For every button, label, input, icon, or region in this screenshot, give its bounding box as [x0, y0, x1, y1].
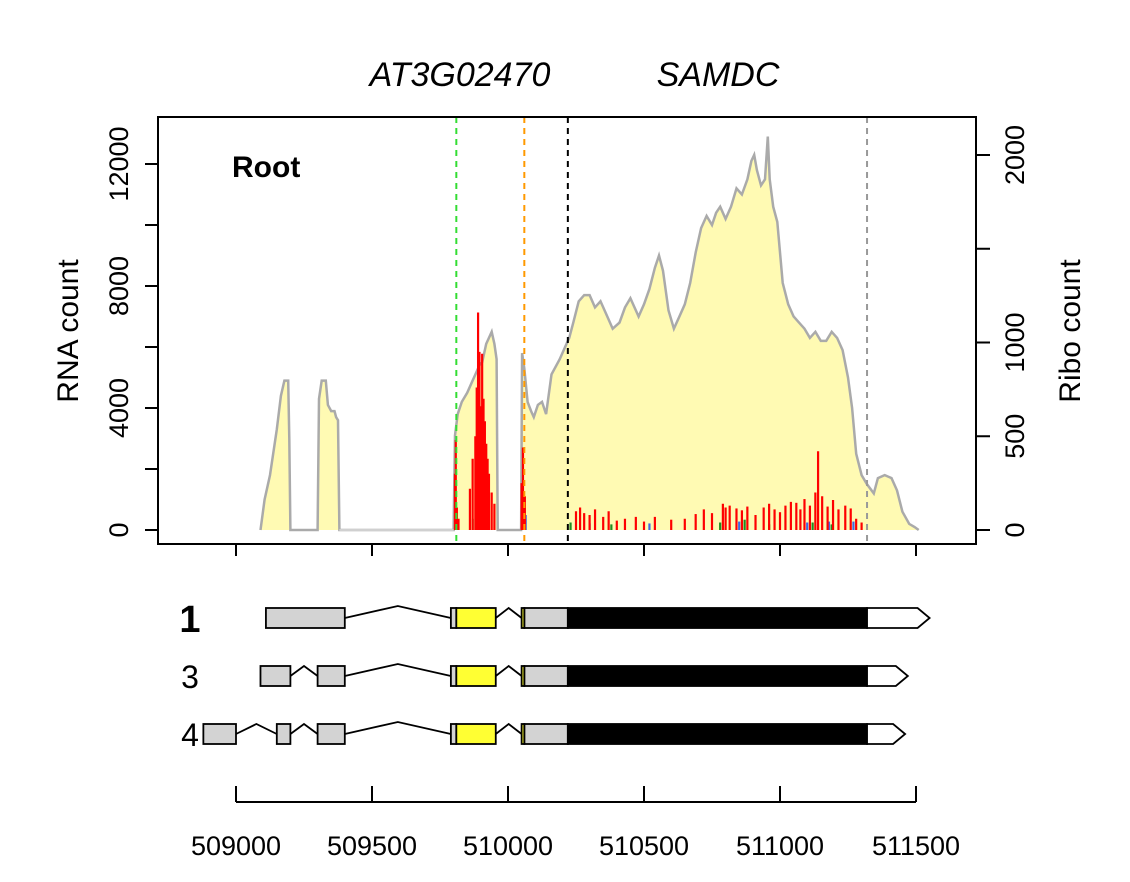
transcript-4: 4 — [181, 717, 907, 753]
bottom-tick-label: 509000 — [191, 831, 281, 861]
three-utr-arrow — [866, 723, 907, 745]
left-axis-label: RNA count — [52, 259, 85, 403]
bottom-tick-label: 511500 — [872, 831, 960, 861]
transcript-models: 1 3 4 — [179, 599, 932, 753]
intron-line — [344, 605, 452, 619]
bottom-tick-label: 509500 — [327, 831, 417, 861]
three-utr-arrow — [866, 665, 910, 687]
utr-exon — [265, 607, 346, 629]
transcript-1: 1 — [179, 599, 932, 641]
uorf-block — [455, 723, 497, 745]
utr-exon — [275, 723, 292, 745]
ribo-reads-layer — [453, 312, 863, 530]
bottom-tick-label: 510500 — [599, 831, 689, 861]
intron-line — [495, 722, 523, 735]
uorf-block — [520, 665, 526, 687]
transcript-label: 3 — [181, 659, 199, 695]
left-tick-label: 8000 — [104, 256, 134, 316]
right-tick-label: 1000 — [1000, 312, 1030, 372]
uorf-block — [520, 607, 526, 629]
genomic-x-axis: 509000 509500 510000 510500 511000 511500 — [191, 786, 960, 861]
intron-line — [344, 663, 452, 677]
vertical-markers-layer — [455, 117, 869, 544]
cds-block — [566, 723, 868, 745]
left-tick-label: 4000 — [104, 378, 134, 438]
intron-line — [495, 664, 523, 677]
right-y-axis: 0 500 1000 2000 — [975, 125, 1030, 538]
utr-exon — [316, 665, 346, 687]
three-utr-arrow — [866, 607, 932, 629]
intron-line — [289, 664, 319, 677]
tissue-label: Root — [232, 151, 300, 184]
cds-block — [566, 607, 868, 629]
right-tick-label: 2000 — [1000, 125, 1030, 185]
bottom-tick-label: 511000 — [736, 831, 824, 861]
gene-id-title: AT3G02470 — [368, 56, 551, 94]
right-tick-label: 0 — [1000, 522, 1030, 537]
utr-exon — [523, 665, 569, 687]
plot-x-ticks — [235, 544, 917, 556]
left-tick-label: 0 — [104, 522, 134, 537]
utr-exon — [523, 607, 569, 629]
intron-line — [289, 722, 319, 735]
uorf-block — [455, 665, 497, 687]
intron-line — [495, 606, 523, 619]
utr-exon — [259, 665, 292, 687]
left-tick-label: 12000 — [104, 126, 134, 201]
intron-line — [235, 722, 278, 735]
right-axis-label: Ribo count — [1054, 259, 1087, 403]
utr-exon — [523, 723, 569, 745]
gene-name-title: SAMDC — [657, 56, 780, 94]
left-y-axis: 0 4000 8000 12000 — [104, 126, 159, 538]
intron-line — [344, 721, 452, 735]
transcript-label: 1 — [179, 599, 200, 641]
bottom-tick-label: 510000 — [463, 831, 553, 861]
utr-exon — [316, 723, 346, 745]
rna-coverage-area — [260, 136, 919, 530]
transcript-label: 4 — [181, 717, 199, 753]
uorf-block — [455, 607, 497, 629]
transcript-3: 3 — [181, 659, 910, 695]
right-tick-label: 500 — [1000, 414, 1030, 459]
rna-coverage-layer — [259, 136, 920, 532]
utr-exon — [202, 723, 237, 745]
cds-block — [566, 665, 868, 687]
uorf-block — [520, 723, 526, 745]
